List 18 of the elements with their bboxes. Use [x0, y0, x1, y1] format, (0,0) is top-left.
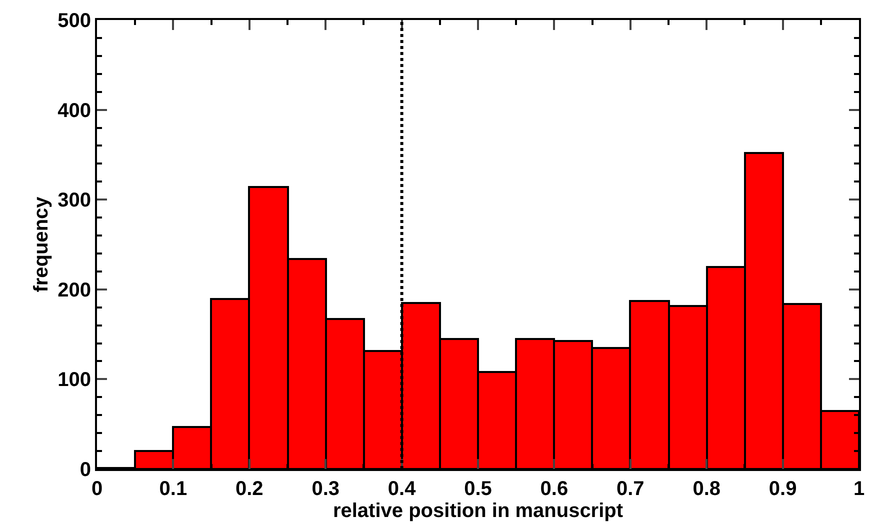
x-tick-label: 0.3 [312, 478, 340, 500]
y-tick-label: 500 [58, 10, 91, 32]
x-tick-label: 1 [853, 478, 865, 500]
y-tick-label: 100 [58, 369, 91, 392]
x-tick-label: 0.8 [692, 478, 721, 500]
y-axis-title: frequency [30, 196, 53, 292]
x-tick-label: 0.7 [616, 478, 644, 500]
x-axis-title: relative position in manuscript [332, 500, 624, 522]
y-tick-label: 400 [58, 100, 91, 122]
x-tick-label: 0.2 [235, 478, 264, 500]
x-tick-label: 0.4 [388, 478, 417, 500]
y-tick-label: 0 [80, 459, 91, 481]
x-tick-label: 0.1 [159, 478, 188, 500]
y-tick-label: 300 [58, 190, 91, 212]
y-tick-label: 200 [58, 279, 91, 302]
x-tick-label: 0.6 [540, 478, 568, 500]
x-tick-label: 0.9 [768, 478, 797, 500]
x-tick-label: 0.5 [464, 478, 492, 500]
